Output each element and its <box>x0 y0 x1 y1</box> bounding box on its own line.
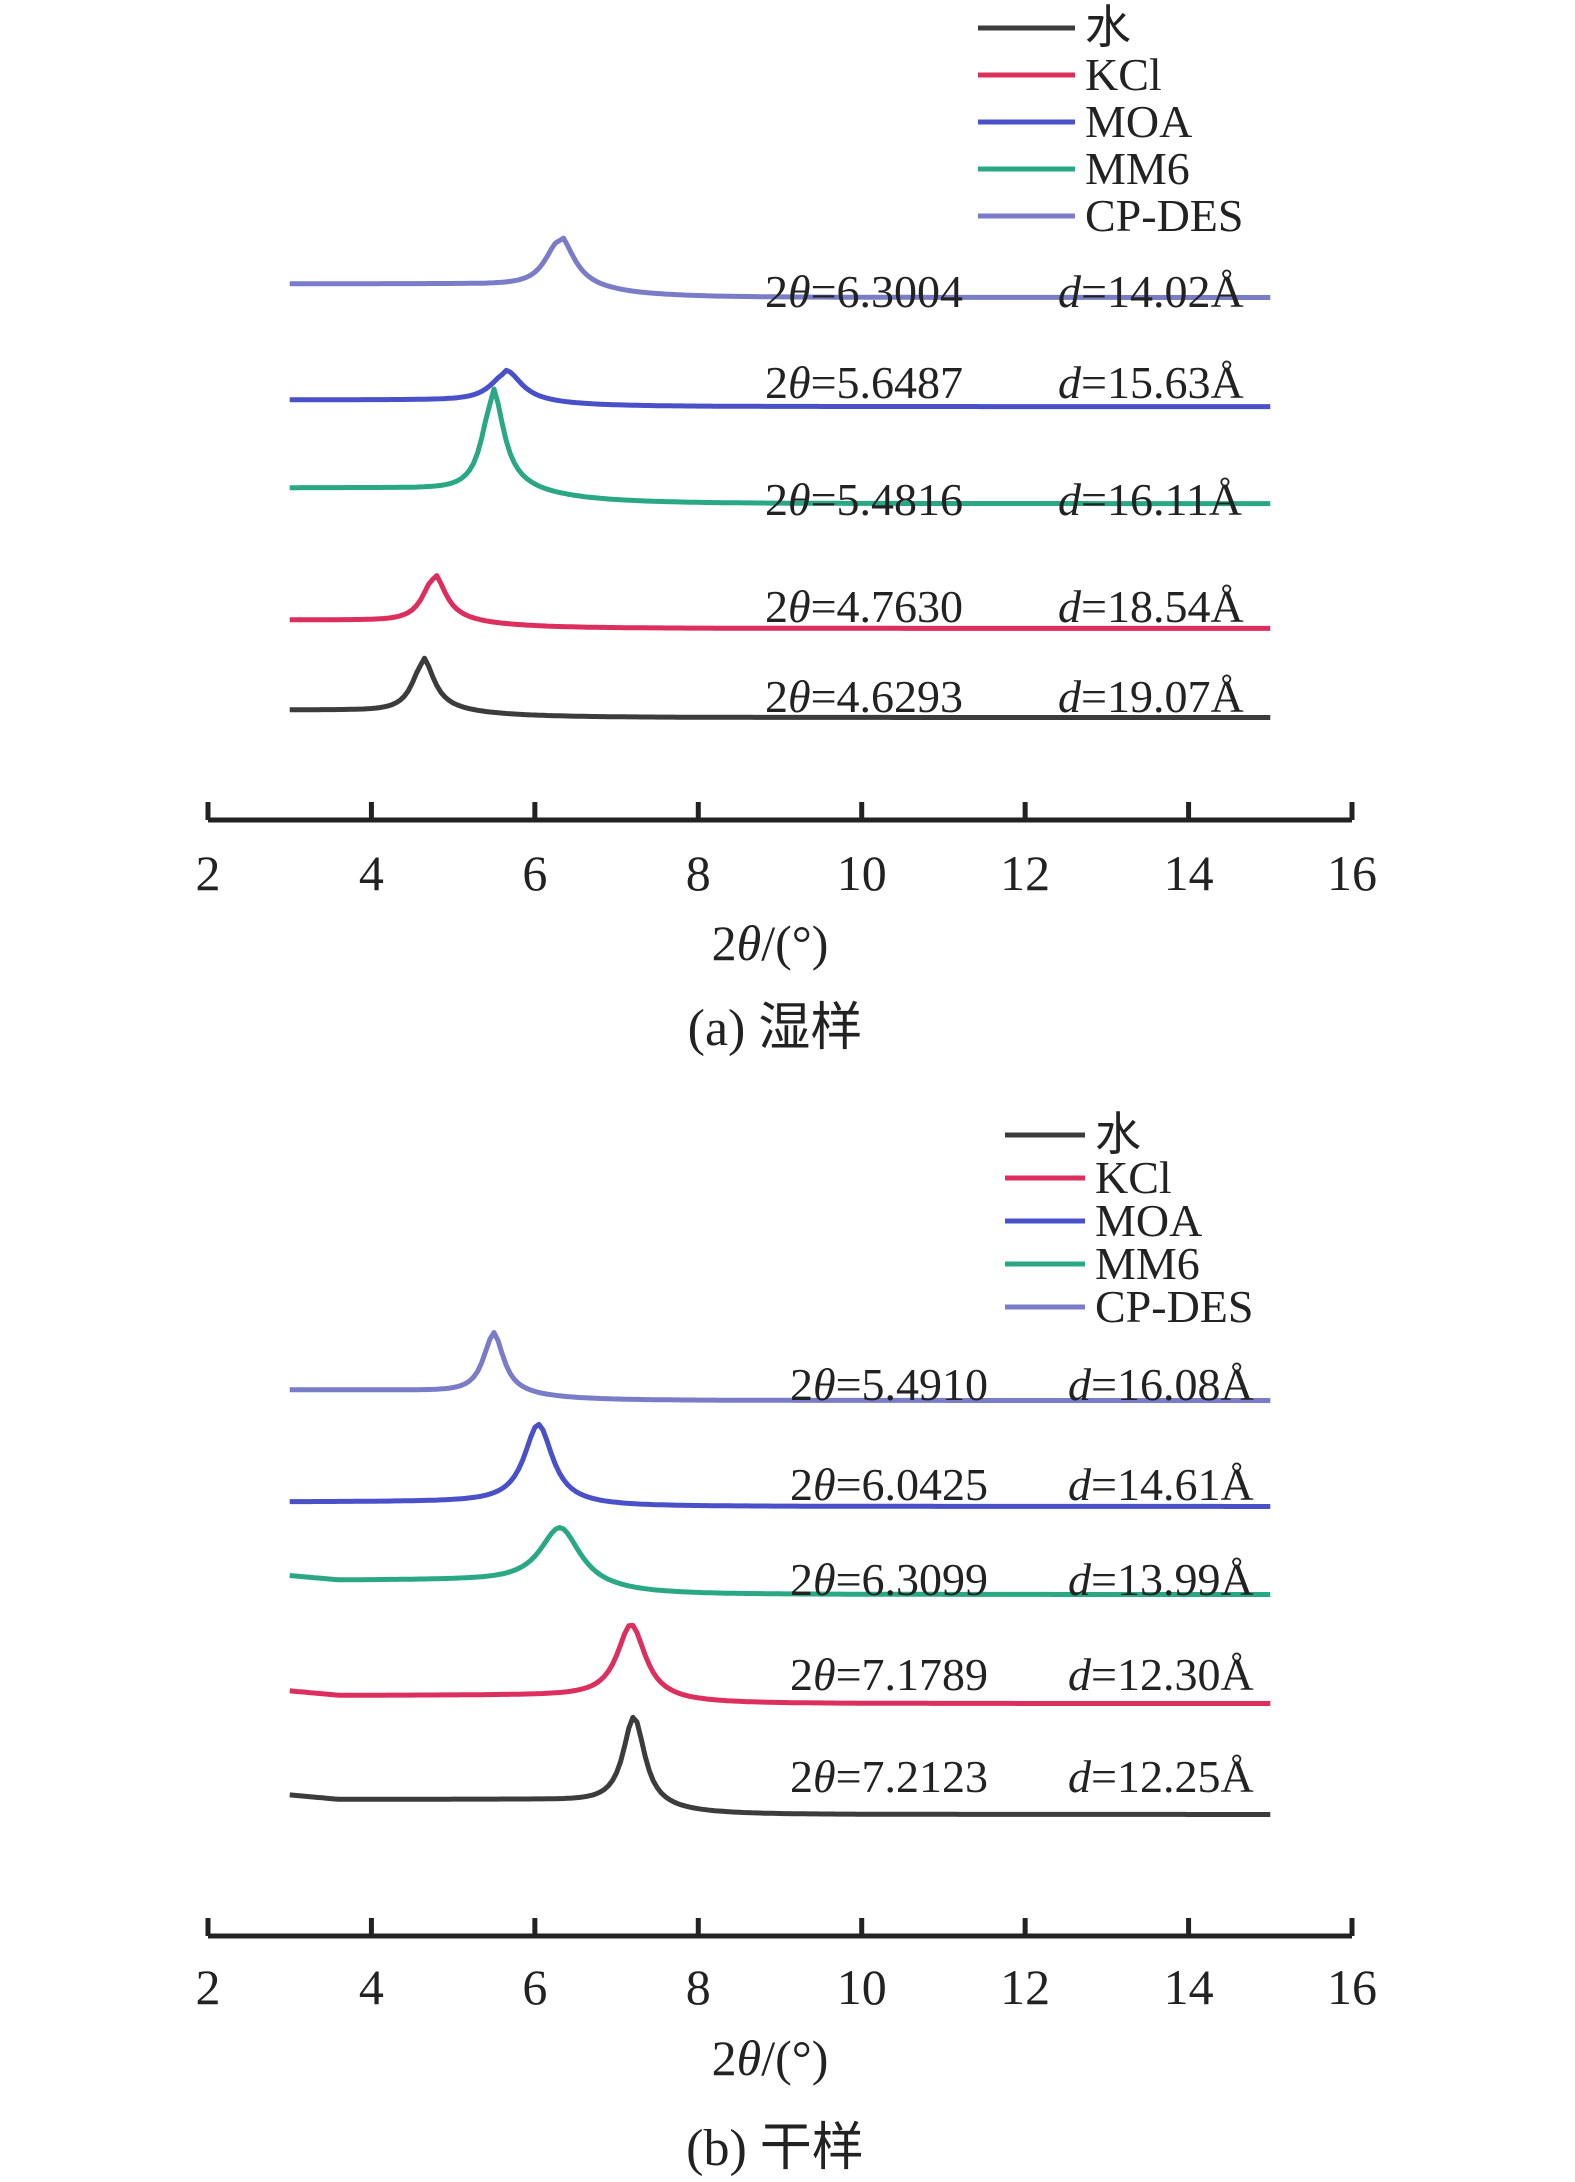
panel-b: 2 4 6 8 10 12 14 16 2θ/(°) (b) 干样 2θ=7.2123 d=12.25… <box>196 1109 1378 2177</box>
peak-annotation-2theta: 2θ=5.6487 <box>765 357 963 408</box>
peak-annotation-2theta: 2θ=6.3099 <box>790 1554 988 1605</box>
legend-label: CP-DES <box>1085 190 1243 241</box>
x-tick-label: 14 <box>1164 1959 1214 2015</box>
peak-annotation-d: d=13.99Å <box>1068 1554 1254 1605</box>
peak-annotation-d: d=16.11Å <box>1058 474 1242 525</box>
x-tick-label: 2 <box>196 845 221 901</box>
peak-annotation-2theta: 2θ=5.4816 <box>765 474 963 525</box>
peak-annotation-d: d=12.25Å <box>1068 1751 1254 1802</box>
series-line-MOA <box>289 1421 1271 1509</box>
panel-caption: (b) 干样 <box>686 2120 864 2177</box>
series-line-KCl <box>289 573 1271 631</box>
x-tick-label: 10 <box>837 1959 887 2015</box>
x-tick-label: 8 <box>686 845 711 901</box>
legend-label: MM6 <box>1095 1238 1200 1289</box>
series-line-MM6 <box>289 1525 1271 1597</box>
x-tick-label: 16 <box>1327 1959 1377 2015</box>
legend-label: 水 <box>1095 1109 1141 1160</box>
x-axis-label: 2θ/(°) <box>712 2030 829 2086</box>
legend-label: 水 <box>1085 2 1131 53</box>
series-line-KCl <box>289 1622 1271 1706</box>
peak-annotation-2theta: 2θ=4.7630 <box>765 581 963 632</box>
x-tick-label: 14 <box>1164 845 1214 901</box>
x-tick-label: 16 <box>1327 845 1377 901</box>
legend-label: CP-DES <box>1095 1281 1253 1332</box>
x-tick-label: 4 <box>359 1959 384 2015</box>
legend-label: KCl <box>1085 49 1162 100</box>
series-line-MM6 <box>289 386 1271 507</box>
x-tick-label: 4 <box>359 845 384 901</box>
x-tick-label: 6 <box>522 845 547 901</box>
legend-label: KCl <box>1095 1152 1172 1203</box>
panel-caption: (a) 湿样 <box>688 1000 863 1057</box>
x-tick-label: 12 <box>1000 1959 1050 2015</box>
x-tick-label: 8 <box>686 1959 711 2015</box>
peak-annotation-2theta: 2θ=5.4910 <box>790 1359 988 1410</box>
peak-annotation-d: d=19.07Å <box>1058 671 1244 722</box>
series-line-MOA <box>289 367 1271 410</box>
peak-annotation-d: d=12.30Å <box>1068 1649 1254 1700</box>
legend-label: MOA <box>1085 96 1192 147</box>
series-line-水 <box>289 655 1271 720</box>
peak-annotation-d: d=18.54Å <box>1058 581 1244 632</box>
series-line-CP-DES <box>289 235 1271 300</box>
peak-annotation-2theta: 2θ=6.3004 <box>765 266 963 317</box>
peak-annotation-2theta: 2θ=7.1789 <box>790 1649 988 1700</box>
x-axis-label: 2θ/(°) <box>712 915 829 971</box>
legend-label: MM6 <box>1085 143 1190 194</box>
series-line-CP-DES <box>289 1330 1271 1403</box>
peak-annotation-2theta: 2θ=6.0425 <box>790 1459 988 1510</box>
peak-annotation-2theta: 2θ=4.6293 <box>765 671 963 722</box>
x-tick-label: 12 <box>1000 845 1050 901</box>
x-tick-label: 6 <box>522 1959 547 2015</box>
peak-annotation-d: d=15.63Å <box>1058 357 1244 408</box>
series-line-水 <box>289 1714 1271 1817</box>
x-tick-label: 10 <box>837 845 887 901</box>
peak-annotation-2theta: 2θ=7.2123 <box>790 1751 988 1802</box>
peak-annotation-d: d=14.61Å <box>1068 1459 1254 1510</box>
panel-a: 2 4 6 8 10 12 14 16 2θ/(°) (a) 湿样 2θ=4.6293 d=19.07… <box>196 2 1378 1057</box>
peak-annotation-d: d=16.08Å <box>1068 1359 1254 1410</box>
x-tick-label: 2 <box>196 1959 221 2015</box>
legend-label: MOA <box>1095 1195 1202 1246</box>
peak-annotation-d: d=14.02Å <box>1058 266 1244 317</box>
